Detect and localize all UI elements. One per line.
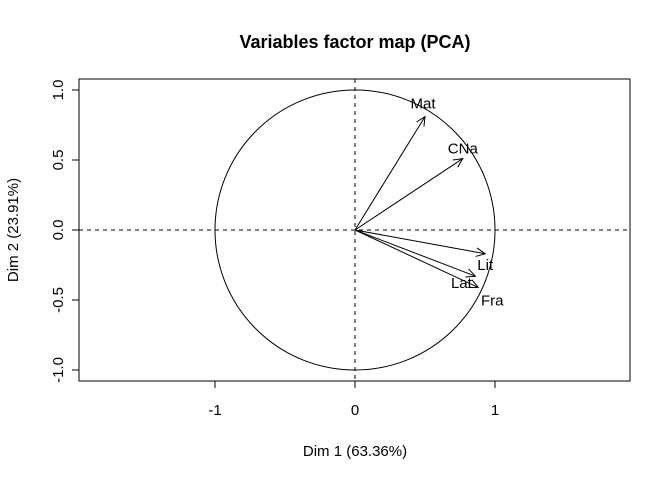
y-tick-label: -0.5 (50, 287, 67, 313)
variable-arrows (354, 115, 487, 289)
arrow-head (465, 268, 477, 278)
variable-arrow-cna (354, 157, 464, 231)
variable-arrow-lit (354, 229, 487, 257)
arrow-head (452, 157, 464, 168)
variable-arrow-mat (354, 115, 426, 231)
variable-arrow-lat (354, 229, 477, 278)
arrow-head (475, 247, 487, 257)
arrow-head (416, 115, 426, 127)
y-tick-label: -1.0 (50, 357, 67, 383)
variable-arrow-fra (354, 229, 480, 289)
x-tick-label: 0 (351, 402, 359, 419)
variable-label-lat: Lat (451, 275, 473, 292)
arrow-head (468, 279, 480, 289)
reference-lines (79, 79, 630, 381)
arrow-shaft (354, 229, 479, 288)
arrow-shaft (354, 158, 464, 231)
x-tick-label: 1 (491, 402, 499, 419)
y-tick-label: 0.0 (50, 220, 67, 241)
x-axis-label: Dim 1 (63.36%) (303, 443, 407, 460)
variable-label-lit: Lit (477, 257, 494, 274)
variable-label-fra: Fra (481, 292, 504, 309)
y-tick-label: 0.5 (50, 150, 67, 171)
y-axis-label: Dim 2 (23.91%) (5, 178, 22, 282)
arrow-shaft (354, 116, 426, 231)
y-axis: -1.0 -0.5 0.0 0.5 1.0 (50, 80, 80, 383)
arrow-shaft (354, 229, 476, 277)
unit-circle (214, 89, 496, 371)
chart-title: Variables factor map (PCA) (239, 32, 470, 52)
y-tick-label: 1.0 (50, 80, 67, 101)
x-axis: -1 0 1 (208, 380, 499, 419)
variable-label-cna: CNa (448, 141, 479, 158)
correlation-circle (214, 89, 496, 371)
x-tick-label: -1 (208, 402, 221, 419)
arrow-shaft (354, 229, 486, 255)
variable-label-mat: Mat (410, 96, 436, 113)
